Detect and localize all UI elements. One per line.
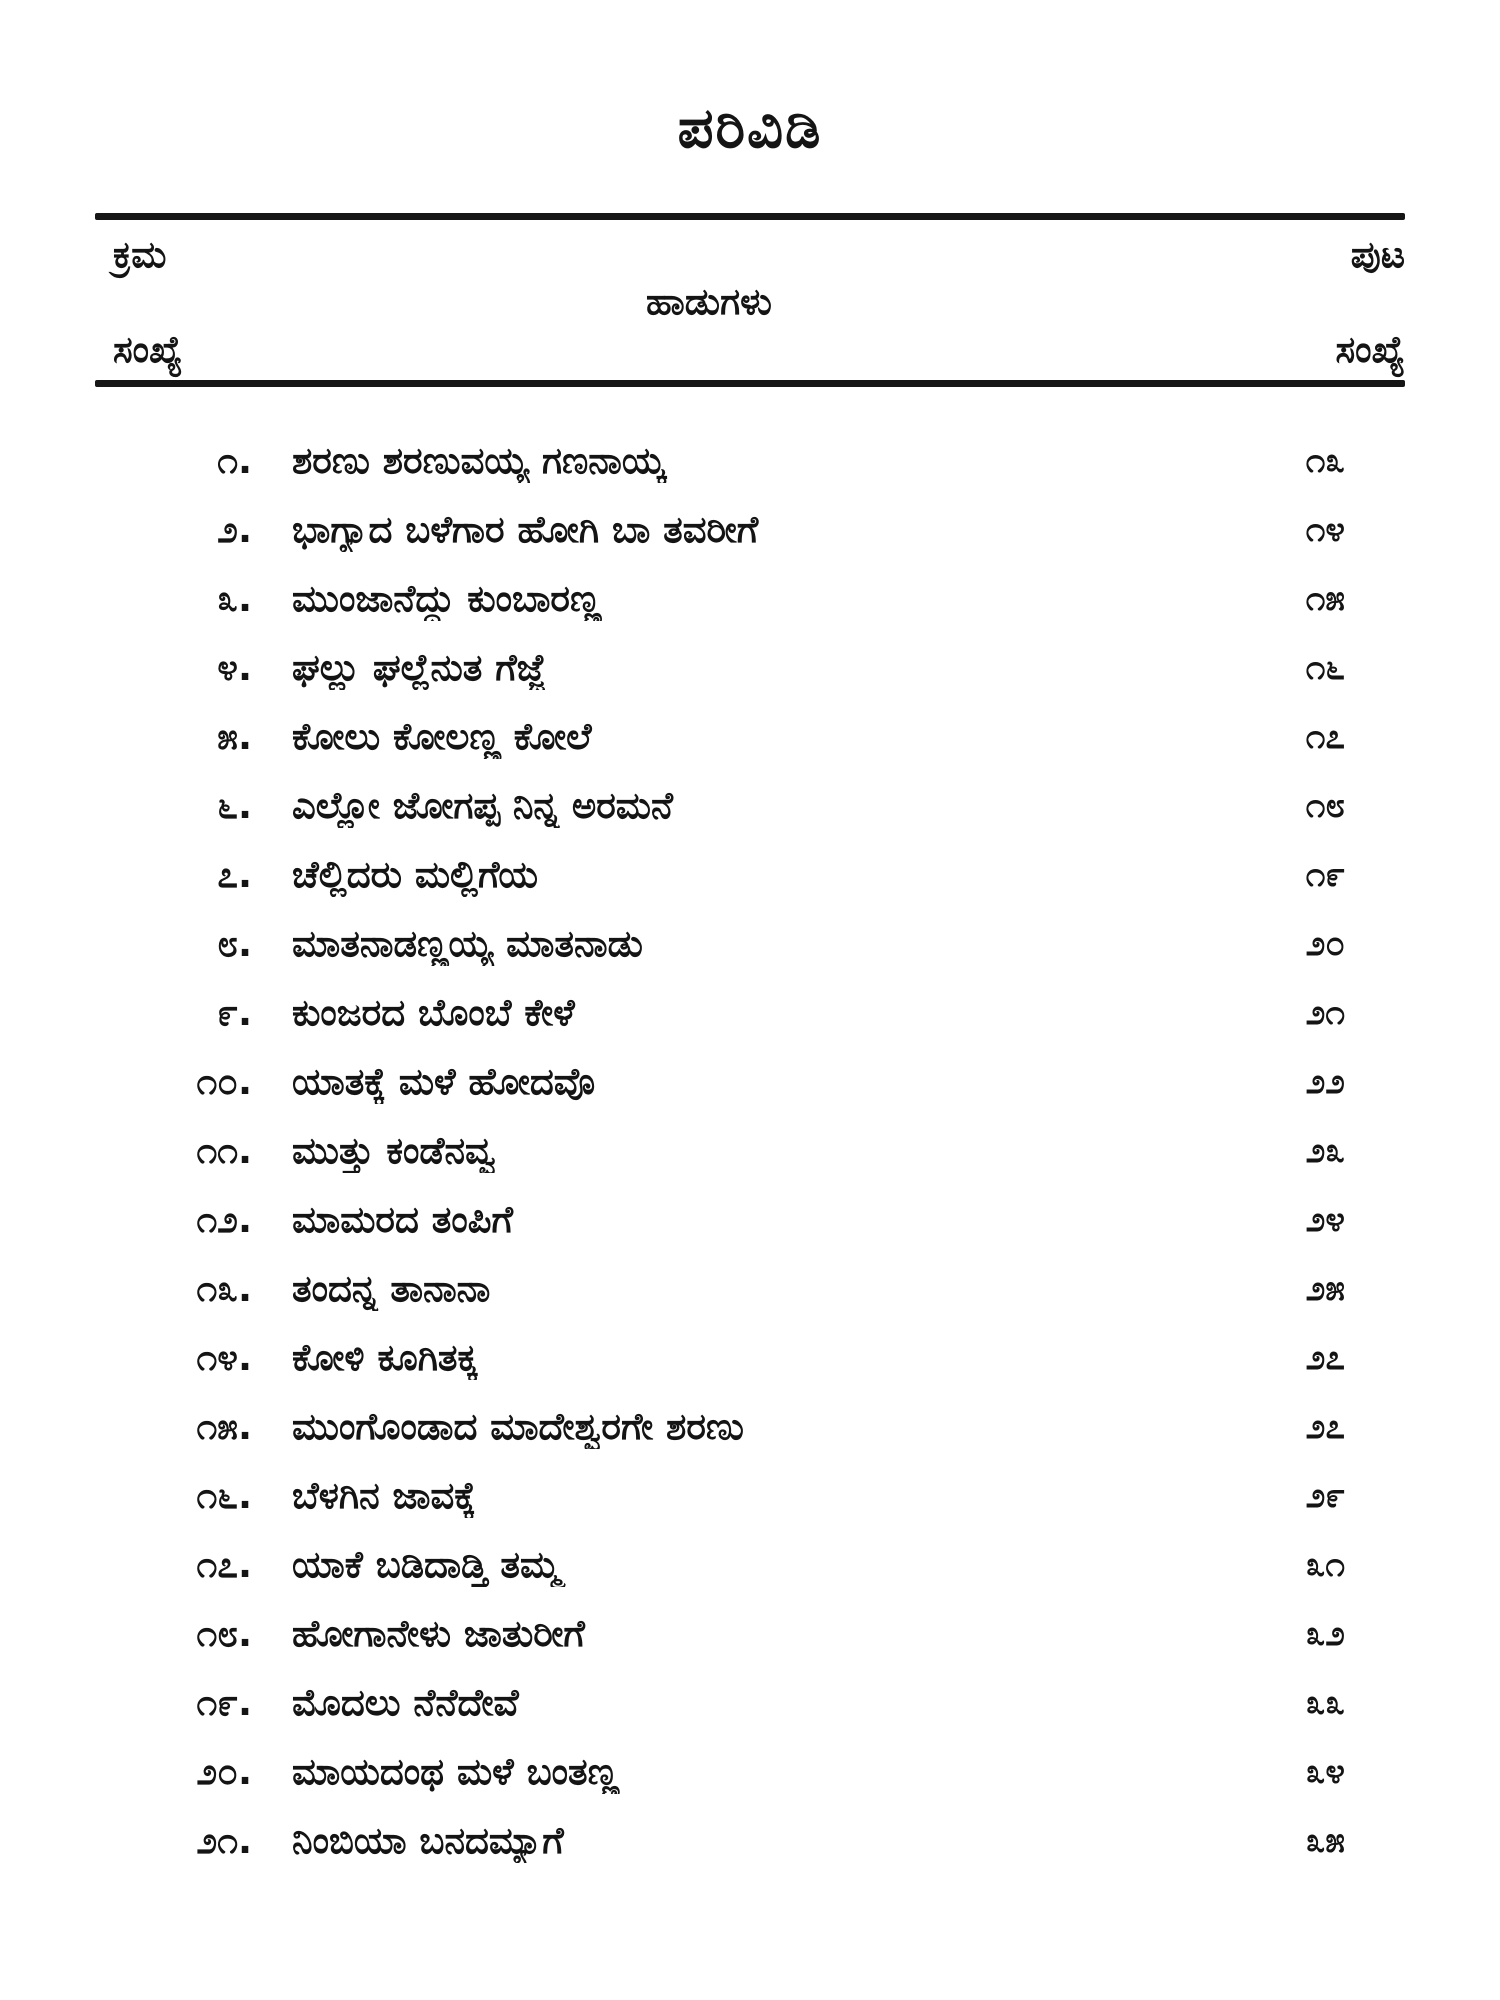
row-serial-number: ೧೦. [196, 1060, 253, 1104]
row-serial-number: ೨೦. [196, 1750, 253, 1794]
toc-row: ೬. ಎಲ್ಲೋ ಜೋಗಪ್ಪ ನಿನ್ನ ಅರಮನೆ ೧೮ [95, 772, 1345, 841]
header-serial-line1: ಕ್ರಮ [113, 233, 167, 276]
row-serial-number: ೧೨. [196, 1198, 253, 1242]
row-song-title: ಬೆಳಗಿನ ಜಾವಕ್ಕೆ [292, 1475, 476, 1518]
row-page-number: ೧೭ [1305, 717, 1345, 758]
row-page-number: ೨೦ [1305, 924, 1345, 965]
header-songs-column: ಹಾಡುಗಳು [313, 228, 1225, 374]
row-page-number: ೩೪ [1305, 1752, 1345, 1793]
toc-row: ೮. ಮಾತನಾಡಣ್ಣಯ್ಯ ಮಾತನಾಡು ೨೦ [95, 910, 1345, 979]
row-page-number: ೨೫ [1305, 1269, 1345, 1310]
toc-row: ೫. ಕೋಲು ಕೋಲಣ್ಣ ಕೋಲೆ ೧೭ [95, 703, 1345, 772]
row-serial-number: ೧೮. [196, 1612, 253, 1656]
row-serial-number: ೧೭. [196, 1543, 253, 1587]
row-song-title: ಯಾತಕ್ಕೆ ಮಳೆ ಹೋದವೊ [292, 1061, 596, 1104]
toc-row: ೧೩. ತಂದನ್ನ ತಾನಾನಾ ೨೫ [95, 1255, 1346, 1324]
row-song-title: ಘಲ್ಲು ಘಲ್ಲೆನುತ ಗೆಜ್ಜೆ [292, 647, 546, 690]
row-serial-number: ೧೩. [196, 1267, 253, 1311]
row-serial-number: ೮. [217, 922, 252, 966]
row-page-number: ೧೮ [1305, 786, 1345, 827]
header-page-line1: ಪುಟ [1350, 233, 1405, 276]
toc-row: ೧೪. ಕೋಳಿ ಕೂಗಿತಕ್ಕ ೨೭ [95, 1324, 1346, 1393]
row-serial-number: ೫. [217, 715, 252, 759]
header-page-line2: ಸಂಖ್ಯೆ [1335, 328, 1405, 371]
toc-row: ೧೫. ಮುಂಗೊಂಡಾದ ಮಾದೇಶ್ವರಗೇ ಶರಣು ೨೭ [95, 1393, 1346, 1462]
row-page-number: ೨೭ [1305, 1407, 1345, 1448]
row-song-title: ಕುಂಜರದ ಬೊಂಬೆ ಕೇಳೆ [292, 992, 575, 1035]
row-page-number: ೧೩ [1305, 441, 1345, 482]
toc-rows: ೧. ಶರಣು ಶರಣುವಯ್ಯ ಗಣನಾಯ್ಕ ೧೩ ೨. ಭಾಗ್ಯಾದ ಬಳೆಗಾ… [95, 387, 1405, 1876]
table-header-row: ಕ್ರಮ ಸಂಖ್ಯೆ ಹಾಡುಗಳು ಪುಟ ಸಂಖ್ಯೆ [95, 220, 1405, 380]
toc-row: ೧೧. ಮುತ್ತು ಕಂಡೆನವ್ವ ೨೩ [95, 1117, 1346, 1186]
row-song-title: ಯಾಕೆ ಬಡಿದಾಡ್ತಿ ತಮ್ಮ [292, 1544, 561, 1587]
page-title: ಪರಿವಿಡಿ [677, 96, 823, 161]
row-serial-number: ೨. [217, 508, 252, 552]
row-song-title: ಚೆಲ್ಲಿದರು ಮಲ್ಲಿಗೆಯ [292, 854, 538, 897]
row-page-number: ೩೫ [1305, 1821, 1345, 1862]
row-song-title: ಮುಂಗೊಂಡಾದ ಮಾದೇಶ್ವರಗೇ ಶರಣು [292, 1406, 744, 1449]
row-serial-number: ೯. [217, 991, 252, 1035]
row-song-title: ಮುತ್ತು ಕಂಡೆನವ್ವ [292, 1130, 496, 1173]
row-song-title: ಮೊದಲು ನೆನೆದೇವೆ [292, 1682, 519, 1725]
row-serial-number: ೪. [217, 646, 252, 690]
row-serial-number: ೧೪. [196, 1336, 253, 1380]
row-serial-number: ೭. [217, 853, 252, 897]
row-song-title: ಎಲ್ಲೋ ಜೋಗಪ್ಪ ನಿನ್ನ ಅರಮನೆ [292, 785, 674, 828]
row-serial-number: ೧೯. [196, 1681, 253, 1725]
toc-row: ೪. ಘಲ್ಲು ಘಲ್ಲೆನುತ ಗೆಜ್ಜೆ ೧೬ [95, 634, 1345, 703]
row-serial-number: ೧. [217, 439, 252, 483]
toc-row: ೨. ಭಾಗ್ಯಾದ ಬಳೆಗಾರ ಹೋಗಿ ಬಾ ತವರೀಗೆ ೧೪ [95, 496, 1345, 565]
row-page-number: ೨೯ [1305, 1476, 1345, 1517]
table-top-rule [95, 213, 1405, 220]
toc-row: ೧೨. ಮಾಮರದ ತಂಪಿಗೆ ೨೪ [95, 1186, 1346, 1255]
toc-table: ಕ್ರಮ ಸಂಖ್ಯೆ ಹಾಡುಗಳು ಪುಟ ಸಂಖ್ಯೆ ೧. ಶರಣು ಶರ… [95, 213, 1405, 1876]
row-song-title: ಶರಣು ಶರಣುವಯ್ಯ ಗಣನಾಯ್ಕ [292, 440, 665, 483]
row-page-number: ೩೨ [1305, 1614, 1345, 1655]
row-serial-number: ೩. [217, 577, 252, 621]
toc-row: ೧೬. ಬೆಳಗಿನ ಜಾವಕ್ಕೆ ೨೯ [95, 1462, 1346, 1531]
header-serial-line2: ಸಂಖ್ಯೆ [113, 328, 183, 371]
toc-row: ೨೧. ನಿಂಬಿಯಾ ಬನದಮ್ಯಾಗೆ ೩೫ [95, 1807, 1346, 1876]
row-page-number: ೨೭ [1305, 1338, 1345, 1379]
row-song-title: ಮಾಯದಂಥ ಮಳೆ ಬಂತಣ್ಣ [292, 1751, 620, 1794]
row-page-number: ೨೪ [1305, 1200, 1345, 1241]
toc-row: ೯. ಕುಂಜರದ ಬೊಂಬೆ ಕೇಳೆ ೨೧ [95, 979, 1345, 1048]
row-page-number: ೧೫ [1305, 579, 1345, 620]
row-page-number: ೧೯ [1305, 855, 1345, 896]
row-page-number: ೨೩ [1305, 1131, 1345, 1172]
toc-row: ೧೯. ಮೊದಲು ನೆನೆದೇವೆ ೩೩ [95, 1669, 1346, 1738]
row-serial-number: ೧೬. [196, 1474, 253, 1518]
header-songs-label: ಹಾಡುಗಳು [646, 279, 772, 323]
table-header-bottom-rule [95, 380, 1405, 387]
toc-row: ೭. ಚೆಲ್ಲಿದರು ಮಲ್ಲಿಗೆಯ ೧೯ [95, 841, 1345, 910]
row-serial-number: ೧೧. [196, 1129, 253, 1173]
row-page-number: ೩೧ [1305, 1545, 1345, 1586]
row-song-title: ಮಾತನಾಡಣ್ಣಯ್ಯ ಮಾತನಾಡು [292, 923, 643, 966]
row-song-title: ಕೋಳಿ ಕೂಗಿತಕ್ಕ [292, 1337, 478, 1380]
toc-row: ೧೮. ಹೋಗಾನೇಳು ಜಾತುರೀಗೆ ೩೨ [95, 1600, 1346, 1669]
row-song-title: ಮುಂಜಾನೆದ್ದು ಕುಂಬಾರಣ್ಣ [292, 578, 602, 621]
toc-row: ೨೦. ಮಾಯದಂಥ ಮಳೆ ಬಂತಣ್ಣ ೩೪ [95, 1738, 1346, 1807]
row-page-number: ೧೬ [1305, 648, 1345, 689]
row-song-title: ಮಾಮರದ ತಂಪಿಗೆ [292, 1199, 514, 1242]
row-serial-number: ೨೧. [196, 1819, 253, 1863]
row-song-title: ತಂದನ್ನ ತಾನಾನಾ [292, 1268, 491, 1311]
row-song-title: ಕೋಲು ಕೋಲಣ್ಣ ಕೋಲೆ [292, 716, 592, 759]
row-serial-number: ೬. [217, 784, 252, 828]
toc-row: ೧೦. ಯಾತಕ್ಕೆ ಮಳೆ ಹೋದವೊ ೨೨ [95, 1048, 1346, 1117]
row-page-number: ೧೪ [1305, 510, 1345, 551]
row-page-number: ೩೩ [1305, 1683, 1345, 1724]
row-song-title: ಭಾಗ್ಯಾದ ಬಳೆಗಾರ ಹೋಗಿ ಬಾ ತವರೀಗೆ [292, 509, 759, 552]
toc-row: ೧೭. ಯಾಕೆ ಬಡಿದಾಡ್ತಿ ತಮ್ಮ ೩೧ [95, 1531, 1346, 1600]
row-page-number: ೨೨ [1305, 1062, 1345, 1103]
row-serial-number: ೧೫. [196, 1405, 253, 1449]
header-page-column: ಪುಟ ಸಂಖ್ಯೆ [1225, 228, 1405, 374]
row-song-title: ನಿಂಬಿಯಾ ಬನದಮ್ಯಾಗೆ [292, 1820, 564, 1863]
header-serial-column: ಕ್ರಮ ಸಂಖ್ಯೆ [95, 228, 313, 374]
row-song-title: ಹೋಗಾನೇಳು ಜಾತುರೀಗೆ [292, 1613, 585, 1656]
toc-row: ೩. ಮುಂಜಾನೆದ್ದು ಕುಂಬಾರಣ್ಣ ೧೫ [95, 565, 1345, 634]
row-page-number: ೨೧ [1305, 993, 1345, 1034]
toc-row: ೧. ಶರಣು ಶರಣುವಯ್ಯ ಗಣನಾಯ್ಕ ೧೩ [95, 427, 1345, 496]
